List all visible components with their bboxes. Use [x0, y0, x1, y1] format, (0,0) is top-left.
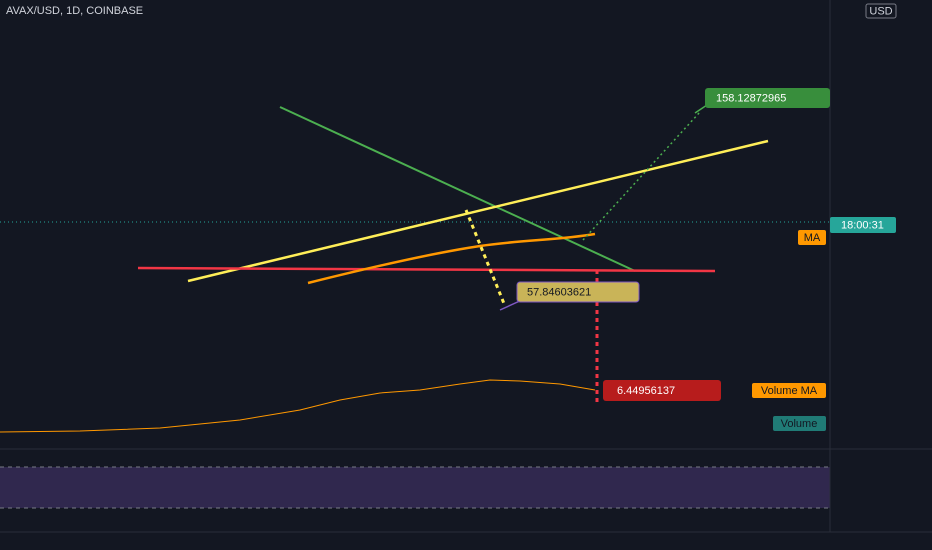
ma-line: [307, 232, 596, 285]
target-label: 158.12872965: [716, 92, 786, 104]
red-label: 6.44956137: [617, 385, 675, 397]
chart-title: AVAX/USD, 1D, COINBASE: [6, 5, 143, 17]
stoch-band: [0, 467, 830, 508]
volume-ma-box: [752, 383, 826, 398]
projection-up: [582, 111, 701, 241]
currency: USD: [869, 5, 892, 17]
countdown-box: [830, 217, 896, 233]
volume-box: [773, 416, 826, 431]
volume-ma-label: Volume MA: [761, 385, 818, 397]
ma-label: MA: [804, 232, 821, 244]
currency-box: [865, 3, 897, 19]
target-box: [705, 88, 830, 108]
trendline-green: [279, 106, 636, 272]
low-label: 57.84603621: [527, 286, 591, 298]
projection-down: [464, 209, 507, 307]
red-box: [603, 380, 721, 401]
trendline-yellow: [187, 139, 769, 283]
ma-box: [798, 230, 826, 245]
volume-ma-line: [0, 379, 596, 433]
low-box: [516, 281, 640, 303]
volume-label: Volume: [781, 418, 818, 430]
countdown: 18:00:31: [841, 219, 884, 231]
support-line: [137, 266, 716, 273]
